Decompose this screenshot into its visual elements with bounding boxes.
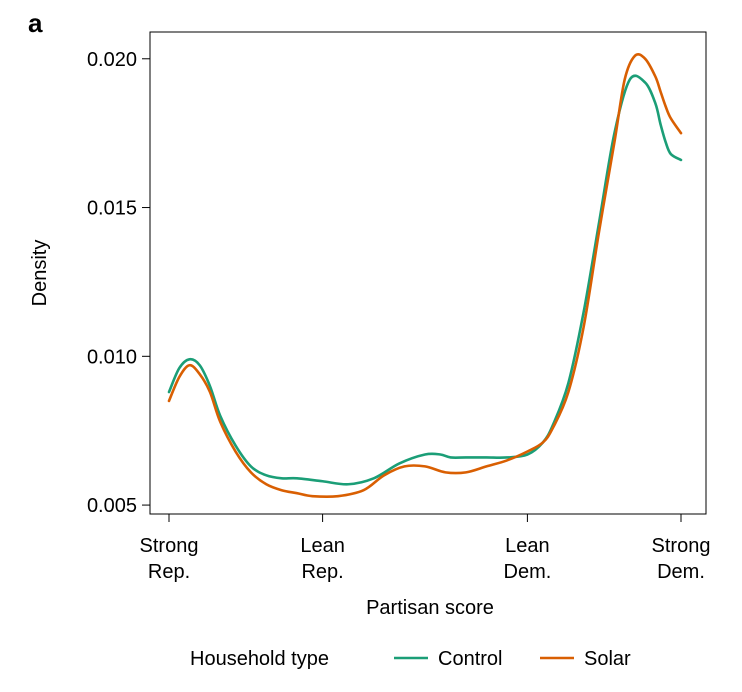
x-axis-label: Partisan score [366,597,494,619]
x-tick-label-line: Strong [140,535,199,557]
x-tick-label-line: Lean [300,535,345,557]
x-tick-label: Lean Dem. [504,535,552,583]
series-lines [167,53,683,499]
plot-frame [149,31,707,515]
y-tick-label: 0.015 [87,198,137,220]
legend: Household type Control Solar [190,648,631,670]
x-tick-label-line: Rep. [301,561,343,583]
y-tick-label: 0.005 [87,495,137,517]
x-tick-label-line: Dem. [504,561,552,583]
x-tick-label-line: Dem. [657,561,705,583]
legend-label-solar: Solar [584,648,631,670]
x-tick-label-line: Strong [652,535,711,557]
x-tick-label: Lean Rep. [300,535,345,583]
y-axis: 0.005 0.010 0.015 0.020 [87,49,150,517]
x-tick-label-line: Lean [505,535,550,557]
x-tick-label: Strong Rep. [140,535,199,583]
y-tick-label: 0.010 [87,346,137,368]
panel-label: a [28,8,43,38]
x-tick-label-line: Rep. [148,561,190,583]
legend-title: Household type [190,648,329,670]
y-tick-label: 0.020 [87,49,137,71]
x-axis: Strong Rep. Lean Rep. Lean Dem. Strong Dem. [140,514,711,583]
legend-label-control: Control [438,648,502,670]
series-line-solar [167,53,683,499]
y-axis-label: Density [29,240,51,307]
series-line-control [167,74,683,486]
x-tick-label: Strong Dem. [652,535,711,583]
